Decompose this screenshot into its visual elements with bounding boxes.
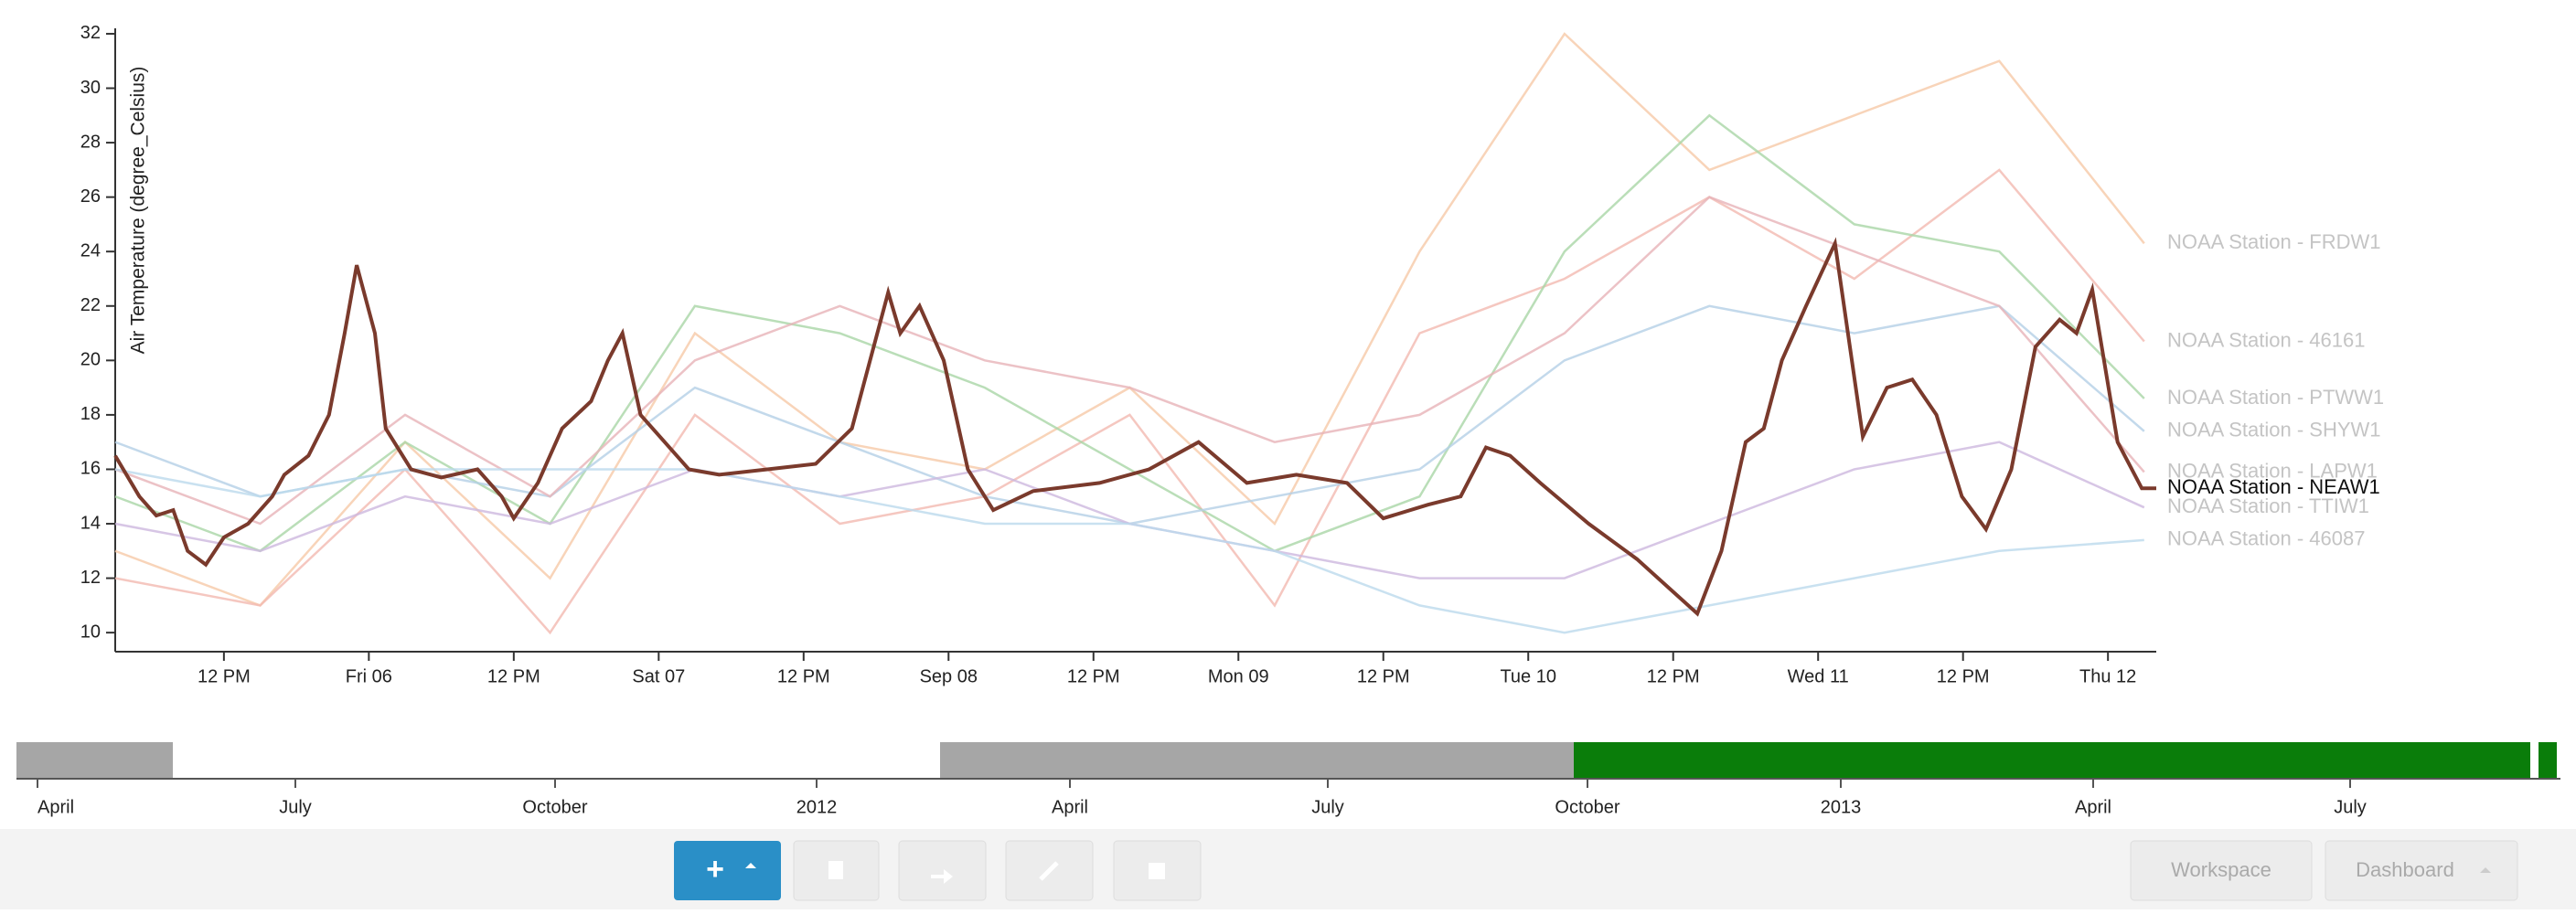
y-tick-label: 24 — [80, 240, 101, 260]
range-gap — [16, 742, 173, 779]
workspace-label: Workspace — [2171, 858, 2271, 881]
share-button[interactable] — [898, 840, 987, 901]
series-line — [114, 196, 2145, 526]
icon — [1149, 863, 1165, 879]
timeline-label: April — [37, 797, 74, 817]
x-tick-label: Fri 06 — [346, 666, 392, 686]
y-tick-label: 22 — [80, 295, 101, 315]
y-tick-label: 12 — [80, 568, 101, 588]
x-tick-label: 12 PM — [198, 666, 251, 686]
x-tick-label: Thu 12 — [2079, 666, 2136, 686]
icon — [828, 861, 843, 879]
timeline-label: July — [1311, 797, 1344, 817]
add-button-label: + — [706, 852, 724, 887]
x-tick-label: 12 PM — [487, 666, 540, 686]
timeline-label: October — [1555, 797, 1619, 817]
x-tick-label: Mon 09 — [1208, 666, 1269, 686]
range-handle[interactable] — [2539, 742, 2557, 779]
series-label: NOAA Station - 46161 — [2167, 328, 2365, 351]
y-axis-label: Air Temperature (degree_Celsius) — [128, 67, 149, 355]
caret — [745, 863, 756, 868]
dashboard-label: Dashboard — [2356, 858, 2454, 881]
timeline-label: October — [522, 797, 587, 817]
series-label: NOAA Station - 46087 — [2167, 527, 2365, 550]
timeline[interactable] — [16, 742, 2560, 780]
workspace-button[interactable] — [2130, 840, 2313, 901]
dashboard-button[interactable] — [2325, 840, 2518, 901]
series-line — [114, 441, 2145, 579]
timeline-label: July — [279, 797, 312, 817]
y-tick-label: 10 — [80, 622, 101, 642]
series-line — [114, 168, 2145, 635]
x-tick-label: 12 PM — [1067, 666, 1120, 686]
y-tick-label: 20 — [80, 350, 101, 370]
series-label: NOAA Station - PTWW1 — [2167, 386, 2384, 409]
icon — [1039, 861, 1059, 881]
x-tick-label: Wed 11 — [1788, 666, 1849, 686]
x-tick-label: Tue 10 — [1500, 666, 1556, 686]
range-selected[interactable] — [1574, 742, 2530, 779]
x-tick-label: Sat 07 — [632, 666, 685, 686]
timeline-label: July — [2334, 797, 2367, 817]
y-tick-label: 16 — [80, 459, 101, 479]
y-tick-label: 30 — [80, 78, 101, 98]
timeline-label: April — [2075, 797, 2111, 817]
y-tick-label: 26 — [80, 186, 101, 207]
y-tick-label: 28 — [80, 132, 101, 152]
timeline-label: April — [1052, 797, 1088, 817]
x-tick-label: 12 PM — [777, 666, 830, 686]
x-tick-label: 12 PM — [1647, 666, 1700, 686]
range-gap — [940, 742, 1574, 779]
series-label: NOAA Station - LAPW1 — [2167, 459, 2378, 482]
series-label: NOAA Station - NEAW1 — [2167, 475, 2380, 498]
timeline-label: 2013 — [1821, 797, 1862, 817]
timeline-label: 2012 — [796, 797, 838, 817]
series-line — [113, 237, 2156, 617]
y-tick-label: 32 — [80, 23, 101, 43]
x-tick-label: Sep 08 — [920, 666, 978, 686]
series-line — [114, 468, 2144, 634]
add-button[interactable] — [674, 841, 781, 900]
y-tick-label: 14 — [80, 513, 101, 533]
x-tick-label: 12 PM — [1357, 666, 1410, 686]
series-label: NOAA Station - FRDW1 — [2167, 230, 2381, 253]
caret — [2480, 867, 2491, 873]
x-tick-label: 12 PM — [1937, 666, 1990, 686]
series-label: NOAA Station - SHYW1 — [2167, 419, 2381, 441]
series-label: NOAA Station - TTIW1 — [2167, 494, 2369, 517]
y-tick-label: 18 — [80, 404, 101, 424]
icon — [931, 869, 953, 884]
series-line — [114, 32, 2145, 607]
